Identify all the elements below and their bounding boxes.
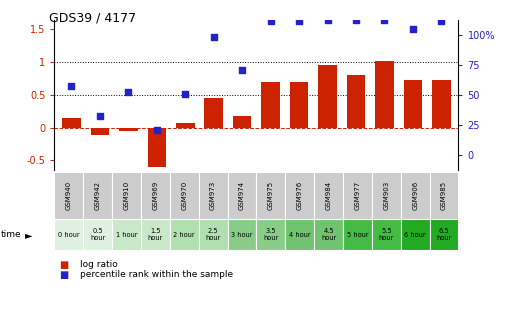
- Bar: [290, 82, 308, 128]
- Bar: [432, 80, 451, 128]
- Text: 2 hour: 2 hour: [174, 232, 195, 238]
- Point: [323, 18, 332, 23]
- Bar: [233, 116, 251, 128]
- Point: [96, 114, 104, 119]
- Bar: [176, 123, 195, 128]
- Text: GDS39 / 4177: GDS39 / 4177: [49, 11, 136, 25]
- Bar: [112, 172, 141, 219]
- Bar: [318, 65, 337, 128]
- Text: GSM977: GSM977: [354, 181, 361, 210]
- Text: GSM940: GSM940: [66, 181, 72, 210]
- Point: [295, 19, 303, 24]
- Bar: [347, 75, 365, 128]
- Text: time: time: [1, 230, 22, 239]
- Text: ►: ►: [25, 230, 32, 240]
- Bar: [285, 172, 314, 219]
- Bar: [112, 219, 141, 250]
- Text: GSM942: GSM942: [95, 181, 100, 210]
- Bar: [343, 219, 372, 250]
- Bar: [314, 172, 343, 219]
- Bar: [141, 172, 170, 219]
- Text: percentile rank within the sample: percentile rank within the sample: [80, 270, 234, 279]
- Text: 2.5
hour: 2.5 hour: [206, 228, 221, 241]
- Bar: [256, 219, 285, 250]
- Point: [437, 19, 445, 24]
- Bar: [429, 172, 458, 219]
- Bar: [199, 219, 227, 250]
- Text: ■: ■: [60, 270, 69, 280]
- Bar: [205, 98, 223, 128]
- Text: 4.5
hour: 4.5 hour: [321, 228, 336, 241]
- Text: 4 hour: 4 hour: [289, 232, 310, 238]
- Bar: [285, 219, 314, 250]
- Bar: [343, 172, 372, 219]
- Bar: [401, 219, 429, 250]
- Bar: [256, 172, 285, 219]
- Bar: [170, 172, 199, 219]
- Point: [409, 26, 417, 31]
- Point: [181, 91, 190, 96]
- Bar: [372, 172, 401, 219]
- Bar: [262, 82, 280, 128]
- Text: 1 hour: 1 hour: [116, 232, 137, 238]
- Bar: [148, 128, 166, 167]
- Text: GSM984: GSM984: [325, 181, 332, 210]
- Text: ■: ■: [60, 260, 69, 270]
- Text: log ratio: log ratio: [80, 260, 118, 269]
- Bar: [227, 172, 256, 219]
- Text: 6.5
hour: 6.5 hour: [436, 228, 452, 241]
- Text: GSM975: GSM975: [268, 181, 274, 210]
- Point: [210, 34, 218, 40]
- Text: GSM973: GSM973: [210, 181, 216, 210]
- Text: 6 hour: 6 hour: [405, 232, 426, 238]
- Point: [352, 18, 360, 23]
- Text: GSM906: GSM906: [412, 181, 418, 210]
- Bar: [372, 219, 401, 250]
- Bar: [141, 219, 170, 250]
- Bar: [404, 80, 422, 128]
- Text: GSM903: GSM903: [383, 181, 390, 210]
- Text: 0 hour: 0 hour: [58, 232, 80, 238]
- Bar: [314, 219, 343, 250]
- Bar: [54, 219, 83, 250]
- Bar: [62, 118, 81, 128]
- Text: 5.5
hour: 5.5 hour: [379, 228, 394, 241]
- Bar: [429, 219, 458, 250]
- Point: [238, 67, 247, 72]
- Point: [153, 127, 161, 132]
- Point: [67, 84, 76, 89]
- Text: GSM970: GSM970: [181, 181, 188, 210]
- Bar: [401, 172, 429, 219]
- Bar: [199, 172, 227, 219]
- Bar: [227, 219, 256, 250]
- Bar: [170, 219, 199, 250]
- Text: 1.5
hour: 1.5 hour: [148, 228, 163, 241]
- Text: 3 hour: 3 hour: [231, 232, 253, 238]
- Point: [266, 19, 275, 24]
- Bar: [119, 128, 138, 131]
- Text: GSM974: GSM974: [239, 181, 245, 210]
- Bar: [54, 172, 83, 219]
- Text: 5 hour: 5 hour: [347, 232, 368, 238]
- Point: [124, 90, 133, 95]
- Bar: [83, 172, 112, 219]
- Text: GSM976: GSM976: [297, 181, 303, 210]
- Bar: [375, 61, 394, 128]
- Text: GSM985: GSM985: [441, 181, 447, 210]
- Bar: [91, 128, 109, 135]
- Text: 0.5
hour: 0.5 hour: [90, 228, 105, 241]
- Text: GSM910: GSM910: [123, 181, 130, 210]
- Text: 3.5
hour: 3.5 hour: [263, 228, 279, 241]
- Bar: [83, 219, 112, 250]
- Text: GSM969: GSM969: [152, 181, 159, 210]
- Point: [380, 18, 388, 23]
